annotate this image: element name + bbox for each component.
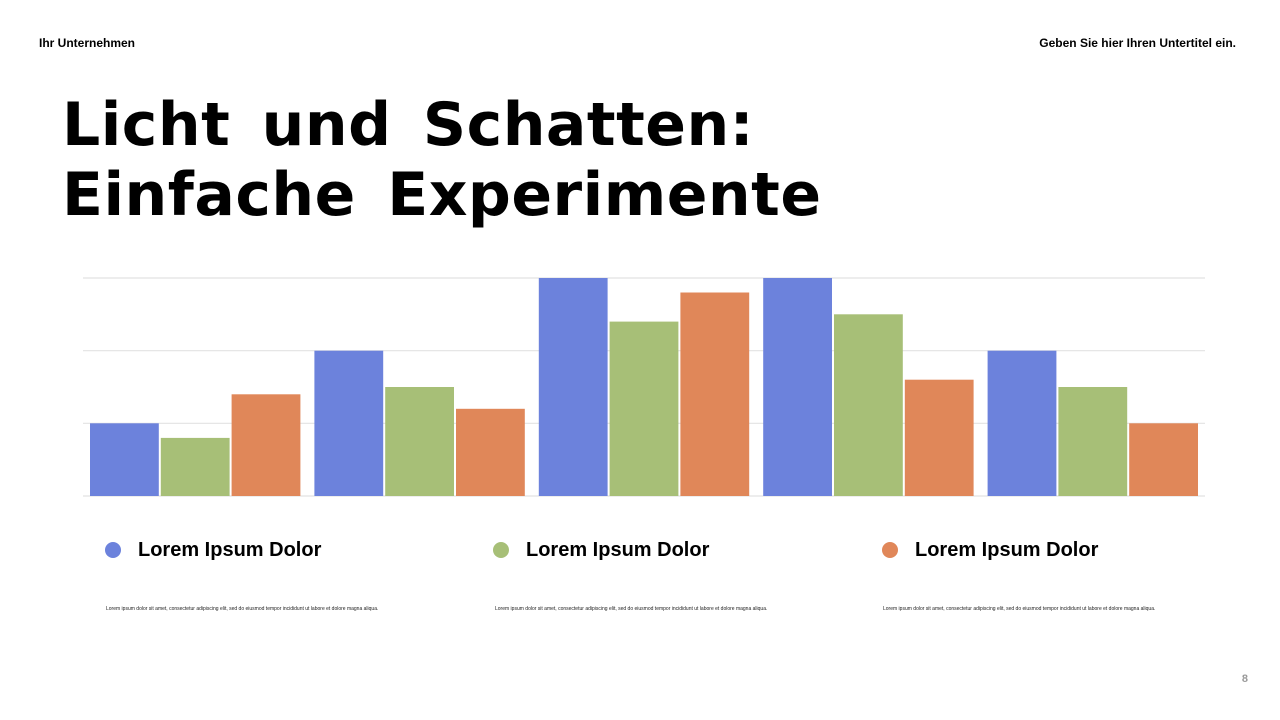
legend-description-1: Lorem ipsum dolor sit amet, consectetur … [106,606,379,612]
slide-title-line-2: Einfache Experimente [62,160,822,230]
bar-series-2-group-1 [160,437,230,496]
legend-item-1: Lorem Ipsum Dolor [105,537,321,563]
legend-item-2: Lorem Ipsum Dolor [493,537,709,563]
company-name: Ihr Unternehmen [39,36,136,50]
legend-description-3: Lorem ipsum dolor sit amet, consectetur … [883,606,1156,612]
bar-series-3-group-1 [231,394,301,496]
bar-series-1-group-3 [538,278,608,496]
legend-dot-3 [882,542,898,558]
header-subtitle: Geben Sie hier Ihren Untertitel ein. [1039,36,1236,50]
legend-dot-1 [105,542,121,558]
bar-series-3-group-2 [456,408,525,496]
bar-series-3-group-5 [1129,423,1198,496]
legend-label-2: Lorem Ipsum Dolor [526,538,710,561]
legend-description-2: Lorem ipsum dolor sit amet, consectetur … [495,606,768,612]
bar-series-2-group-5 [1058,387,1128,496]
bar-series-1-group-1 [90,423,159,496]
bar-series-3-group-4 [904,379,974,496]
legend-label-3: Lorem Ipsum Dolor [915,538,1099,561]
bar-series-1-group-2 [314,350,384,496]
page-number: 8 [1241,673,1248,685]
bar-series-2-group-4 [834,314,903,496]
legend-item-3: Lorem Ipsum Dolor [882,537,1098,563]
legend-dot-2 [493,542,509,558]
bar-series-2-group-3 [609,321,679,496]
bar-series-1-group-4 [763,278,832,496]
legend-label-1: Lorem Ipsum Dolor [138,538,322,561]
slide-title: Licht und Schatten: Einfache Experimente [62,90,822,230]
bar-series-2-group-2 [385,387,454,496]
slide-title-line-1: Licht und Schatten: [62,90,755,160]
bar-series-1-group-5 [987,350,1057,496]
bar-series-3-group-3 [680,292,750,496]
